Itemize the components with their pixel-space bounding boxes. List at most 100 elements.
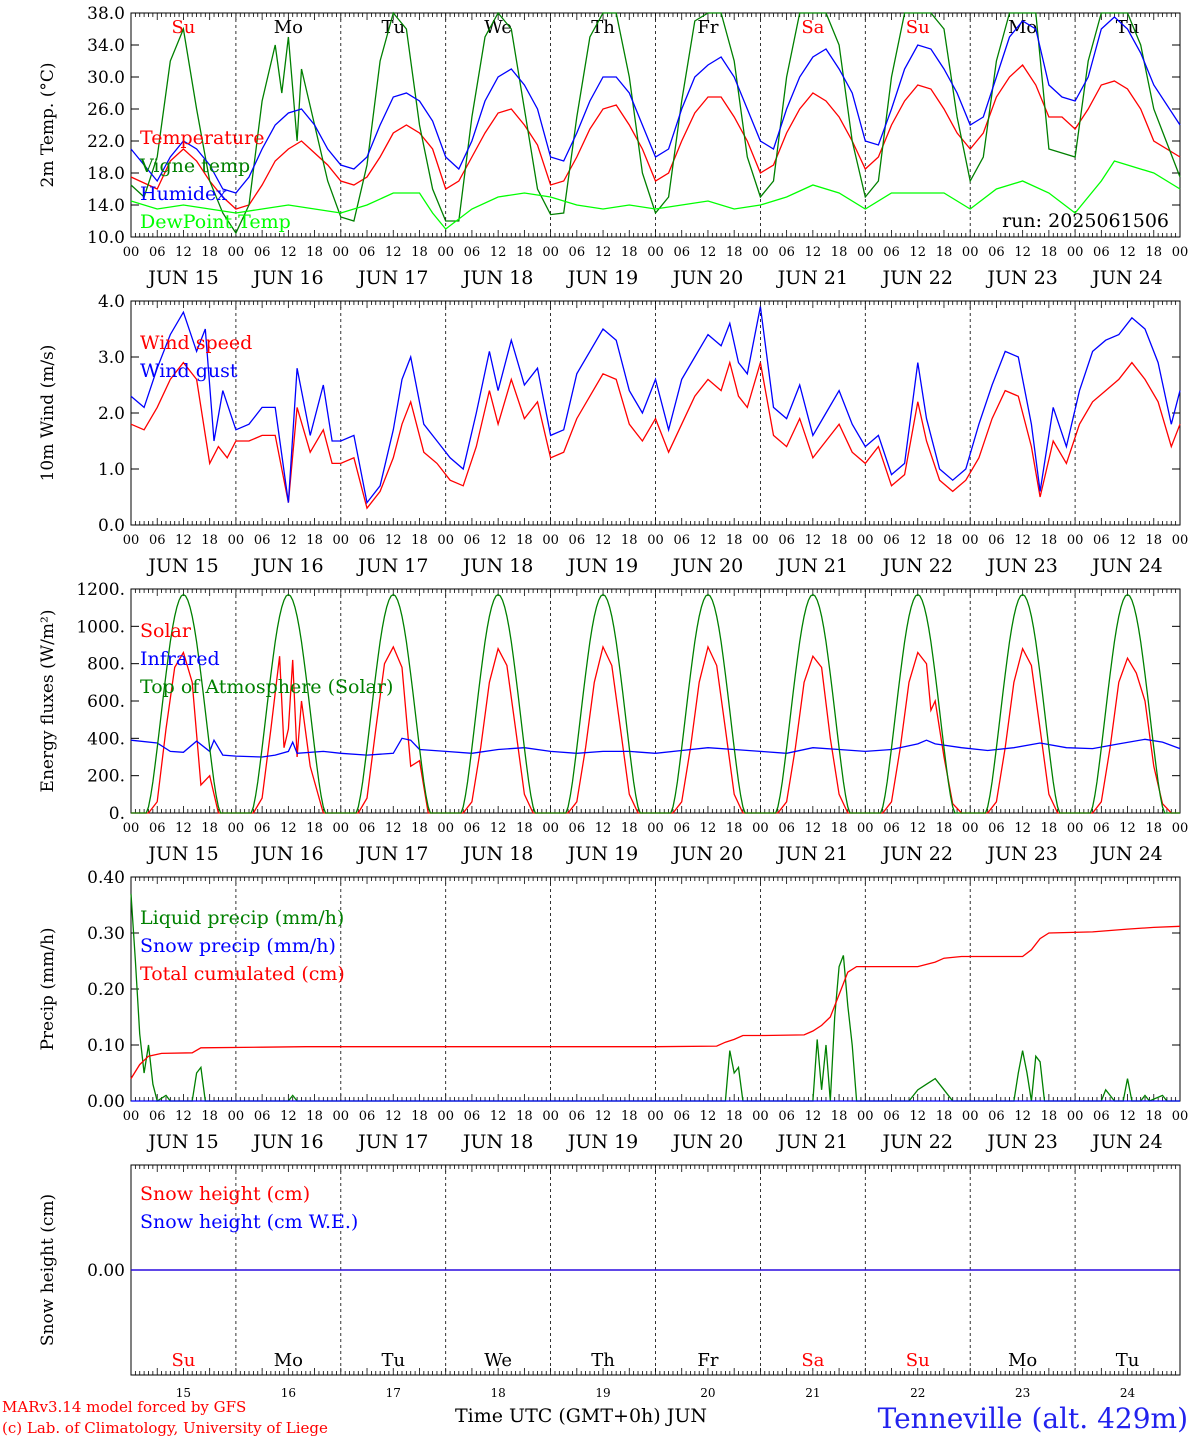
legend-entry: Temperature — [140, 127, 264, 149]
hour-tick-label: 00 — [333, 1109, 350, 1124]
day-number-label: 15 — [176, 1386, 191, 1400]
y-tick-label: 600. — [87, 692, 125, 712]
y-axis-label: 2m Temp. (°C) — [38, 62, 58, 187]
hour-tick-label: 12 — [700, 533, 717, 548]
hour-tick-label: 06 — [254, 821, 271, 836]
hour-tick-label: 06 — [778, 821, 795, 836]
hour-tick-label: 00 — [857, 821, 874, 836]
hour-tick-label: 12 — [280, 245, 297, 260]
hour-tick-label: 00 — [647, 821, 664, 836]
hour-tick-label: 00 — [962, 245, 979, 260]
y-tick-label: 0.0 — [98, 516, 125, 536]
hour-tick-label: 12 — [1014, 533, 1031, 548]
day-label: JUN 23 — [985, 843, 1057, 865]
hour-tick-label: 00 — [123, 1109, 140, 1124]
weekday-label: Mo — [1008, 1350, 1037, 1371]
weekday-label: We — [484, 1350, 512, 1371]
day-number-label: 19 — [595, 1386, 610, 1400]
hour-tick-label: 12 — [385, 245, 402, 260]
day-label: JUN 22 — [881, 555, 953, 577]
hour-tick-label: 12 — [1119, 533, 1136, 548]
hour-tick-label: 06 — [569, 821, 586, 836]
hour-tick-label: 12 — [909, 821, 926, 836]
day-label: JUN 23 — [985, 555, 1057, 577]
legend-entry: Total cumulated (cm) — [140, 963, 345, 985]
day-label: JUN 18 — [461, 843, 533, 865]
hour-tick-label: 00 — [962, 1109, 979, 1124]
hour-tick-label: 00 — [228, 533, 245, 548]
hour-tick-label: 12 — [1119, 1109, 1136, 1124]
y-tick-label: 400. — [87, 729, 125, 749]
weekday-label: Fr — [697, 17, 718, 38]
day-label: JUN 21 — [776, 555, 848, 577]
legend-entry: Vigne temp — [139, 155, 250, 177]
series-line-solar — [131, 644, 1180, 814]
hour-tick-label: 06 — [883, 533, 900, 548]
weekday-label: Sa — [801, 1350, 824, 1371]
hour-tick-label: 00 — [333, 533, 350, 548]
hour-tick-label: 00 — [1067, 821, 1084, 836]
legend-entry: Snow precip (mm/h) — [140, 935, 336, 957]
day-label: JUN 18 — [461, 555, 533, 577]
hour-tick-label: 18 — [726, 1109, 743, 1124]
hour-tick-label: 00 — [542, 821, 559, 836]
hour-tick-label: 18 — [411, 1109, 428, 1124]
hour-tick-label: 18 — [306, 1109, 323, 1124]
hour-tick-label: 12 — [700, 821, 717, 836]
hour-tick-label: 06 — [1093, 245, 1110, 260]
y-tick-label: 26.0 — [87, 100, 125, 120]
hour-tick-label: 00 — [752, 1109, 769, 1124]
hour-tick-label: 00 — [542, 245, 559, 260]
series-line-humidex — [130, 16, 1181, 194]
day-label: JUN 22 — [881, 843, 953, 865]
day-label: JUN 24 — [1090, 555, 1162, 577]
legend-entry: Top of Atmosphere (Solar) — [140, 676, 393, 698]
hour-tick-label: 18 — [1041, 533, 1058, 548]
hour-tick-label: 12 — [175, 245, 192, 260]
hour-tick-label: 18 — [306, 533, 323, 548]
hour-tick-label: 12 — [700, 245, 717, 260]
hour-tick-label: 00 — [333, 245, 350, 260]
y-tick-label: 30.0 — [87, 68, 125, 88]
day-number-label: 17 — [386, 1386, 401, 1400]
hour-tick-label: 06 — [359, 821, 376, 836]
hour-tick-label: 12 — [1119, 245, 1136, 260]
legend-entry: Wind speed — [140, 332, 252, 354]
hour-tick-label: 12 — [909, 245, 926, 260]
hour-tick-label: 00 — [647, 245, 664, 260]
hour-tick-label: 00 — [437, 533, 454, 548]
day-label: JUN 18 — [461, 1131, 533, 1153]
hour-tick-label: 18 — [411, 245, 428, 260]
legend-entry: Solar — [140, 620, 192, 642]
y-tick-label: 18.0 — [87, 164, 125, 184]
legend-entry: Humidex — [140, 183, 227, 205]
day-label: JUN 17 — [356, 1131, 428, 1153]
hour-tick-label: 00 — [437, 245, 454, 260]
y-tick-label: 3.0 — [98, 348, 125, 368]
y-tick-label: 1000. — [76, 617, 125, 637]
hour-tick-label: 18 — [726, 533, 743, 548]
day-number-label: 22 — [910, 1386, 925, 1400]
hour-tick-label: 06 — [254, 533, 271, 548]
series-line-vigne-temp — [130, 11, 1181, 235]
hour-tick-label: 12 — [175, 1109, 192, 1124]
day-number-label: 24 — [1120, 1386, 1136, 1400]
hour-tick-label: 12 — [280, 821, 297, 836]
hour-tick-label: 06 — [988, 1109, 1005, 1124]
time-axis-title: Time UTC (GMT+0h) JUN — [455, 1405, 707, 1427]
hour-tick-label: 18 — [936, 245, 953, 260]
hour-tick-label: 06 — [883, 1109, 900, 1124]
hour-tick-label: 06 — [149, 821, 166, 836]
series-line-infrared — [130, 737, 1181, 758]
hour-tick-label: 18 — [621, 245, 638, 260]
day-label: JUN 19 — [566, 843, 638, 865]
run-label: run: 2025061506 — [1002, 210, 1169, 232]
plot-frame — [130, 588, 1181, 814]
day-label: JUN 22 — [881, 1131, 953, 1153]
day-label: JUN 19 — [566, 267, 638, 289]
hour-tick-label: 12 — [385, 1109, 402, 1124]
y-tick-label: 0. — [109, 804, 125, 824]
hour-tick-label: 06 — [778, 245, 795, 260]
weekday-label: Su — [906, 17, 930, 38]
hour-tick-label: 00 — [1172, 245, 1189, 260]
